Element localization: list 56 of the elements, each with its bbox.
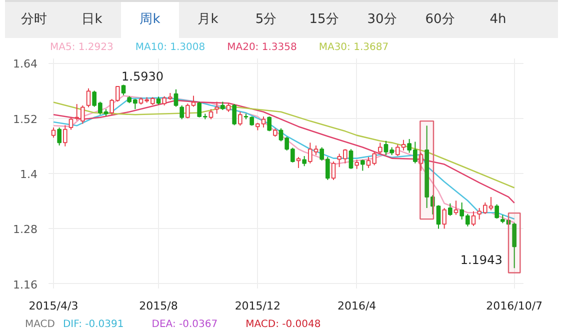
text: MA5: 1.2923 xyxy=(50,42,114,53)
x-tick-label: 2015/4/3 xyxy=(28,300,78,312)
candlestick xyxy=(454,200,458,216)
text: 5分 xyxy=(254,11,278,29)
candlestick xyxy=(121,84,126,96)
candlestick xyxy=(232,104,236,126)
x-tick-label: 2016/10/7 xyxy=(486,300,543,312)
candlestick xyxy=(448,202,452,216)
candlestick xyxy=(214,101,219,114)
text: MACD: -0.0048 xyxy=(246,319,321,330)
candlestick xyxy=(174,88,178,108)
text: MA20: 1.3358 xyxy=(227,42,297,53)
y-tick-label: 1.28 xyxy=(13,223,38,236)
candlestick xyxy=(208,108,214,120)
text: 15分 xyxy=(308,11,340,29)
candlestick xyxy=(250,116,254,126)
y-tick-label: 1.64 xyxy=(13,58,38,71)
candlestick xyxy=(57,127,62,146)
text: DEA: -0.0367 xyxy=(152,319,218,330)
text: 30分 xyxy=(366,11,398,29)
y-tick-label: 1.16 xyxy=(13,278,38,292)
candlestick xyxy=(238,111,242,126)
candlestick xyxy=(360,159,365,172)
candlestick xyxy=(68,116,74,130)
candlestick xyxy=(180,104,184,120)
text: 周k xyxy=(121,2,179,38)
candlestick xyxy=(348,148,354,170)
candlestick xyxy=(442,208,446,230)
annotation: 1.1943 xyxy=(460,253,502,268)
x-tick-label: 2016/4 xyxy=(337,300,376,312)
candlestick xyxy=(494,204,499,220)
x-tick-label: 2015/12 xyxy=(234,300,281,312)
text: DIF: -0.0391 xyxy=(62,319,124,330)
candlestick xyxy=(331,161,336,180)
y-tick-label: 1.52 xyxy=(13,112,38,126)
candlestick xyxy=(267,116,272,132)
candlestick xyxy=(354,159,359,170)
candlestick xyxy=(302,156,306,167)
y-tick-label: 1.4 xyxy=(20,168,38,181)
annotation: 1.5930 xyxy=(122,70,164,84)
x-tick-label: 2015/8 xyxy=(139,300,178,312)
text: MACD xyxy=(25,319,55,330)
line-series xyxy=(52,102,515,188)
text: MA30: 1.3687 xyxy=(318,42,389,53)
candlestick xyxy=(418,152,424,172)
text: MA10: 1.3008 xyxy=(135,42,206,53)
candlestick xyxy=(51,127,56,138)
candlestick xyxy=(63,124,68,147)
candlestick xyxy=(378,142,382,155)
text: 分时 xyxy=(20,11,48,29)
text: 60分 xyxy=(424,11,456,29)
candlestick xyxy=(86,88,91,108)
text: 4h xyxy=(488,11,508,29)
text: 日k xyxy=(80,11,104,29)
candlestick xyxy=(471,210,476,226)
text: 月k xyxy=(196,11,220,29)
